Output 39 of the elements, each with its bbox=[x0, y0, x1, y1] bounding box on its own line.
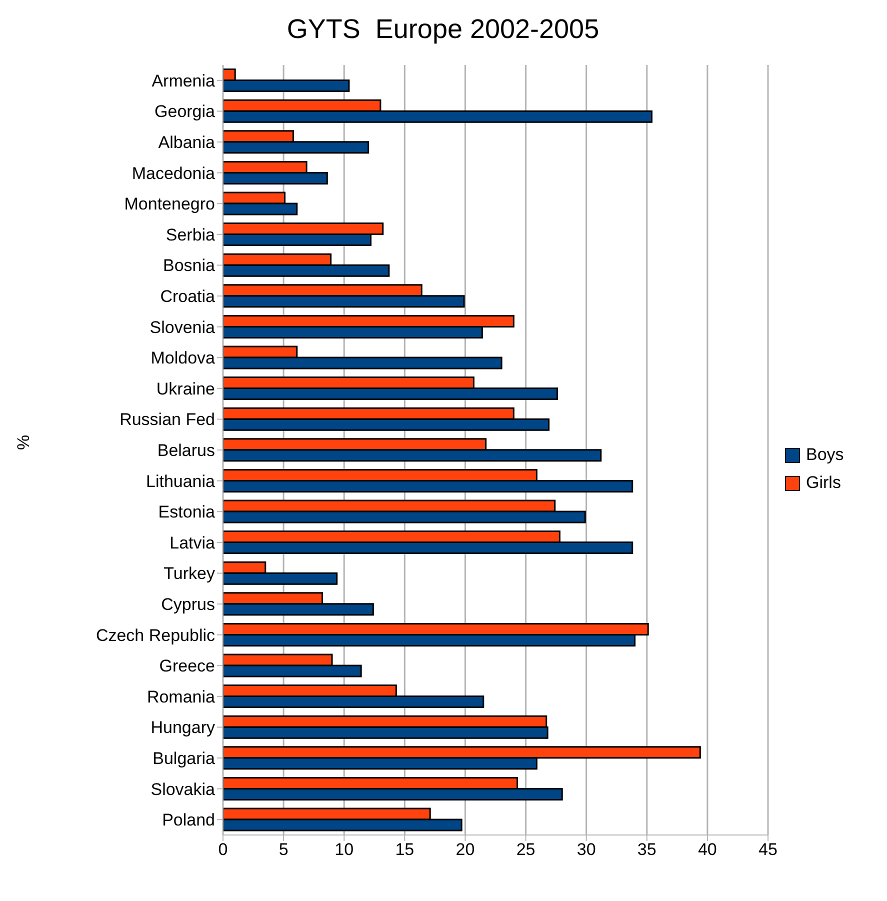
x-tick-label: 45 bbox=[758, 840, 778, 860]
y-tick-label: Ukraine bbox=[156, 379, 215, 398]
y-tick-label: Georgia bbox=[154, 102, 216, 122]
y-tick-label: Bosnia bbox=[163, 256, 216, 276]
y-tick-label: Belarus bbox=[157, 441, 215, 460]
y-axis-title: % bbox=[14, 434, 34, 450]
y-tick-label: Hungary bbox=[150, 718, 216, 738]
x-tick-label: 0 bbox=[218, 840, 228, 860]
y-tick-label: Czech Republic bbox=[96, 626, 216, 645]
y-tick-label: Bulgaria bbox=[152, 749, 216, 768]
chart-title: GYTS Europe 2002-2005 bbox=[286, 14, 600, 45]
x-tick-label: 25 bbox=[516, 840, 536, 860]
y-tick-label: Montenegro bbox=[124, 194, 215, 214]
x-tick-label: 30 bbox=[576, 840, 596, 860]
y-tick-label: Armenia bbox=[152, 71, 216, 90]
y-tick-label: Serbia bbox=[166, 225, 216, 244]
y-tick-label: Latvia bbox=[170, 533, 216, 552]
y-tick-label: Slovenia bbox=[150, 318, 216, 337]
x-tick-label: 5 bbox=[278, 840, 288, 860]
y-tick-label: Romania bbox=[146, 687, 216, 706]
y-tick-label: Estonia bbox=[158, 502, 216, 522]
y-tick-label: Croatia bbox=[160, 287, 216, 306]
y-tick-label: Greece bbox=[159, 656, 215, 676]
legend-label: Boys bbox=[806, 445, 844, 465]
x-tick-label: 35 bbox=[637, 840, 656, 860]
y-tick-label: Slovakia bbox=[150, 780, 216, 799]
y-tick-label: Poland bbox=[162, 810, 215, 830]
legend-label: Girls bbox=[806, 473, 841, 493]
y-tick-label: Albania bbox=[158, 133, 216, 152]
y-tick-label: Russian Fed bbox=[120, 410, 215, 430]
x-tick-label: 15 bbox=[395, 840, 414, 860]
x-tick-label: 40 bbox=[698, 840, 717, 860]
y-tick-label: Lithuania bbox=[146, 472, 216, 491]
y-tick-label: Turkey bbox=[164, 564, 216, 584]
y-tick-label: Moldova bbox=[150, 348, 216, 368]
x-tick-label: 20 bbox=[456, 840, 475, 860]
x-tick-label: 10 bbox=[334, 840, 354, 860]
y-tick-label: Macedonia bbox=[132, 164, 216, 183]
y-tick-label: Cyprus bbox=[161, 595, 215, 614]
